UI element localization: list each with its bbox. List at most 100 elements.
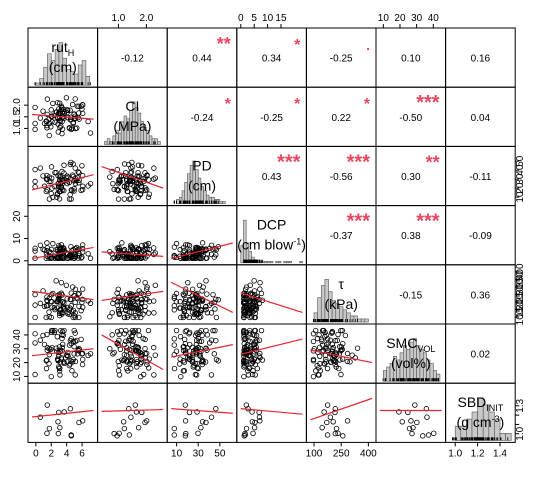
point-4-1-84	[118, 307, 124, 313]
point-4-0-89	[61, 306, 67, 312]
point-6-5-8	[431, 430, 437, 437]
point-1-0-12	[37, 115, 44, 121]
point-4-1-15	[109, 310, 115, 316]
point-5-0-17	[40, 332, 46, 339]
panel-6-4	[305, 382, 377, 443]
hist-3-bar-22	[299, 261, 303, 264]
point-6-3-13	[241, 433, 247, 439]
point-5-3-51	[241, 364, 247, 370]
hist-2-bar-0	[176, 199, 180, 204]
point-2-0-30	[66, 196, 73, 202]
point-2-0-59	[59, 187, 66, 193]
xtick-label-3-2: 10	[262, 13, 274, 24]
point-4-3-89	[252, 306, 258, 312]
point-5-3-82	[245, 372, 252, 378]
point-1-0-68	[43, 118, 49, 124]
ytick-label-4-6: 400	[515, 263, 526, 280]
point-5-3-69	[241, 373, 247, 380]
corr-0-6: 0.16	[471, 54, 491, 65]
point-5-3-83	[242, 358, 249, 365]
point-1-0-79	[56, 117, 63, 124]
point-6-0-11	[79, 418, 86, 424]
point-1-0-84	[58, 123, 64, 129]
point-4-3-83	[242, 286, 249, 293]
point-6-0-8	[44, 430, 50, 437]
point-5-2-85	[196, 338, 202, 345]
point-1-0-81	[32, 120, 38, 127]
point-5-0-64	[60, 341, 66, 347]
point-4-3-63	[258, 290, 265, 297]
corr-2-4: -0.56	[330, 172, 353, 183]
point-1-0-36	[79, 102, 86, 108]
point-2-0-83	[72, 181, 79, 187]
point-2-1-22	[142, 185, 148, 191]
point-5-1-54	[107, 346, 113, 352]
point-1-0-17	[40, 108, 46, 114]
fit-line-4-1	[101, 290, 164, 302]
point-1-0-42	[48, 124, 54, 130]
point-4-1-59	[114, 299, 121, 305]
point-3-0-32	[79, 254, 85, 260]
point-3-1-53	[146, 246, 153, 253]
point-6-5-3	[410, 424, 416, 431]
label-3-name: DCP	[257, 217, 287, 233]
point-4-0-11	[79, 286, 86, 292]
hist-1-bar-19	[157, 141, 161, 145]
point-6-2-2	[182, 402, 189, 408]
point-3-1-54	[107, 249, 113, 255]
point-3-0-27	[85, 251, 91, 257]
point-4-1-86	[135, 299, 141, 305]
point-4-3-85	[252, 314, 259, 321]
point-5-2-83	[189, 358, 196, 365]
point-4-1-33	[121, 303, 128, 310]
point-4-2-24	[204, 291, 210, 297]
point-5-3-50	[249, 371, 256, 378]
point-5-3-58	[254, 365, 261, 372]
point-2-0-32	[79, 163, 85, 169]
stars-0-2: **	[217, 34, 231, 54]
point-4-1-82	[151, 310, 157, 316]
point-6-5-12	[424, 414, 430, 420]
point-4-0-71	[57, 310, 63, 316]
stars-1-4: *	[364, 96, 371, 113]
point-5-4-43	[337, 357, 343, 363]
point-1-0-54	[46, 132, 52, 139]
stars-2-4: ***	[347, 151, 371, 173]
point-1-0-71	[57, 100, 63, 106]
point-5-4-81	[310, 331, 317, 337]
point-6-2-12	[208, 414, 215, 420]
ytick-label-4-0: 100	[515, 308, 526, 325]
point-5-0-36	[79, 361, 86, 368]
point-6-2-3	[198, 424, 204, 431]
point-3-2-19	[199, 240, 206, 246]
point-4-2-80	[190, 304, 196, 311]
point-1-0-38	[64, 109, 70, 116]
point-3-1-19	[119, 240, 125, 246]
point-4-0-34	[76, 290, 82, 297]
point-5-0-81	[32, 331, 38, 337]
point-3-2-33	[187, 247, 193, 253]
stars-0-3: *	[294, 37, 301, 54]
point-3-1-83	[115, 254, 121, 260]
fit-line-4-2	[170, 281, 234, 314]
point-6-2-8	[195, 430, 201, 437]
fit-line-5-0	[31, 348, 94, 357]
point-2-1-58	[128, 196, 134, 202]
point-5-3-77	[241, 333, 247, 340]
corr-1-6: 0.04	[471, 113, 491, 124]
hist-0-bar-12	[81, 60, 87, 86]
point-4-0-19	[44, 297, 50, 303]
point-4-2-84	[198, 307, 205, 313]
point-5-4-36	[332, 361, 338, 368]
point-4-1-69	[138, 314, 144, 321]
point-4-2-74	[210, 291, 216, 298]
point-5-1-62	[121, 356, 128, 363]
point-6-4-11	[344, 418, 351, 424]
point-5-2-79	[180, 368, 187, 374]
stars-1-3: *	[294, 96, 301, 113]
point-2-0-13	[68, 187, 74, 193]
point-4-3-82	[245, 310, 252, 316]
point-3-2-83	[189, 254, 196, 260]
point-5-0-53	[54, 356, 61, 362]
point-2-1-24	[128, 169, 135, 175]
